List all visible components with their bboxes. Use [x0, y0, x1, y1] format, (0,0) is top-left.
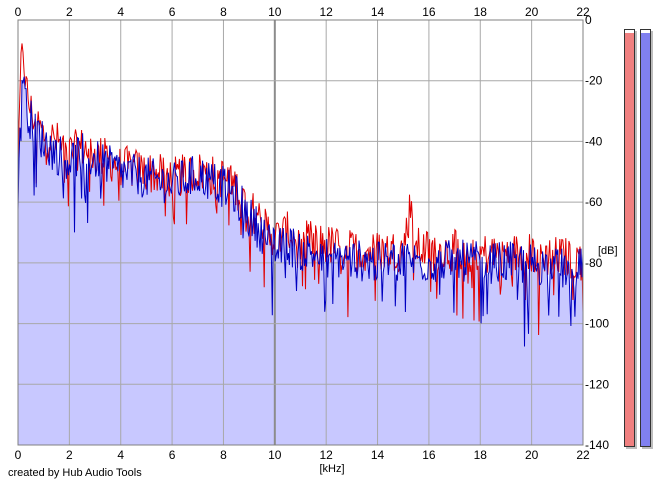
x-tick-label-top: 10 — [268, 5, 282, 19]
x-tick-label-top: 22 — [576, 5, 590, 19]
grid-lines — [18, 20, 583, 445]
x-tick-label-top: 20 — [525, 5, 539, 19]
x-tick-label-bottom: 10 — [268, 448, 282, 462]
x-tick-labels-top: 0 2 4 6 8 10 12 14 16 18 20 22 — [15, 5, 590, 19]
level-meter-right-fill — [641, 32, 650, 446]
spectrum-area-fill — [18, 76, 583, 445]
x-tick-labels-bottom: 0 2 4 6 8 10 12 14 16 18 20 22 — [15, 448, 590, 462]
level-meter-left — [624, 29, 635, 447]
x-tick-label-top: 12 — [320, 5, 334, 19]
x-tick-label-bottom: 20 — [525, 448, 539, 462]
y-tick-label: -80 — [585, 256, 603, 270]
x-tick-label-bottom: 12 — [320, 448, 334, 462]
x-tick-label-top: 14 — [371, 5, 385, 19]
y-tick-label: -60 — [585, 195, 603, 209]
x-tick-label-bottom: 0 — [15, 448, 22, 462]
series-lines — [17, 43, 584, 347]
level-meter-left-fill — [625, 32, 634, 446]
x-tick-label-bottom: 4 — [117, 448, 124, 462]
y-tick-label: -100 — [585, 317, 609, 331]
x-tick-label-top: 0 — [15, 5, 22, 19]
y-tick-labels: 0 -20 -40 -60 -80 -100 -120 -140 — [585, 13, 609, 452]
y-tick-label: -20 — [585, 74, 603, 88]
y-tick-label: -40 — [585, 134, 603, 148]
x-tick-label-top: 8 — [220, 5, 227, 19]
x-tick-label-top: 6 — [169, 5, 176, 19]
x-tick-label-top: 2 — [66, 5, 73, 19]
series-line — [17, 76, 584, 347]
y-axis-label: [dB] — [598, 245, 618, 257]
x-tick-label-bottom: 16 — [422, 448, 436, 462]
x-tick-label-bottom: 22 — [576, 448, 590, 462]
x-tick-label-bottom: 6 — [169, 448, 176, 462]
credit-text: created by Hub Audio Tools — [8, 467, 142, 479]
plot-frame — [17, 19, 584, 446]
x-tick-label-bottom: 8 — [220, 448, 227, 462]
x-tick-label-top: 4 — [117, 5, 124, 19]
x-tick-label-top: 16 — [422, 5, 436, 19]
x-tick-label-bottom: 2 — [66, 448, 73, 462]
y-tick-label: -140 — [585, 438, 609, 452]
y-tick-label: 0 — [585, 13, 592, 27]
y-tick-label: -120 — [585, 377, 609, 391]
x-axis-label: [kHz] — [319, 463, 344, 475]
level-meter-right — [640, 29, 651, 447]
x-tick-label-top: 18 — [474, 5, 488, 19]
x-tick-label-bottom: 14 — [371, 448, 385, 462]
x-tick-label-bottom: 18 — [474, 448, 488, 462]
